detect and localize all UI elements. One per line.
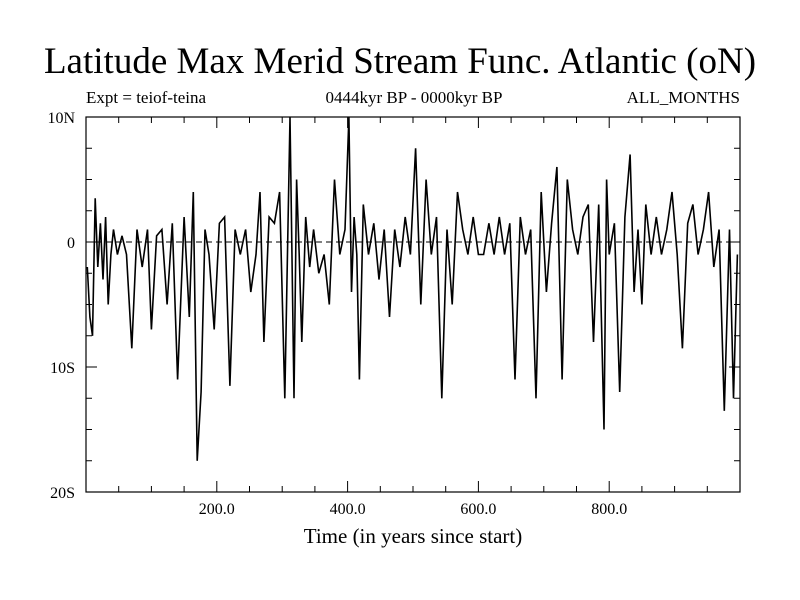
experiment-label: Expt = teiof-teina <box>86 88 207 107</box>
series-line-teiof-teina <box>86 116 739 461</box>
x-tick-label: 600.0 <box>460 501 496 518</box>
x-tick-label: 400.0 <box>330 501 366 518</box>
y-tick-label: 0 <box>67 235 75 252</box>
chart-title: Latitude Max Merid Stream Func. Atlantic… <box>43 41 757 82</box>
y-tick-label: 10N <box>47 110 75 127</box>
x-tick-label: 800.0 <box>591 501 627 518</box>
plot-frame <box>85 116 741 493</box>
months-label: ALL_MONTHS <box>626 88 740 107</box>
time-range-label: 0444kyr BP - 0000kyr BP <box>325 88 503 107</box>
tick-labels: 200.0 400.0 600.0 800.0 10N 0 10S 20S <box>47 110 627 518</box>
x-tick-label: 200.0 <box>199 501 235 518</box>
y-tick-label: 20S <box>50 485 75 502</box>
y-tick-label: 10S <box>50 360 75 377</box>
x-axis-label: Time (in years since start) <box>304 524 523 548</box>
